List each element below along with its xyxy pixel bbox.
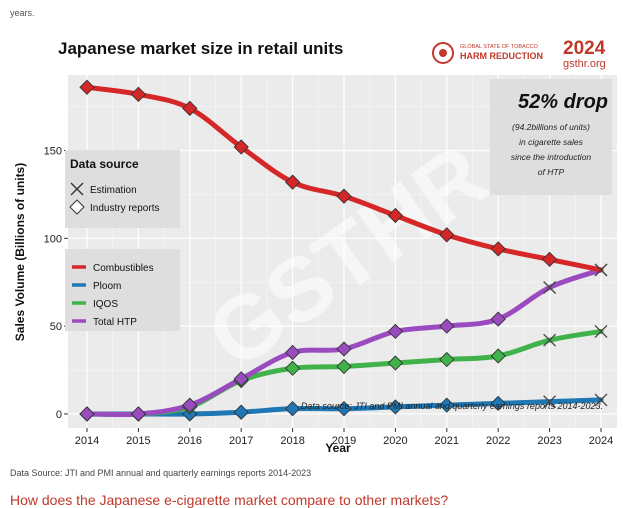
data-point-industry-report [387, 355, 404, 371]
data-point-industry-report [439, 227, 455, 243]
legend-label: Ploom [93, 281, 121, 292]
data-point-estimation [594, 263, 608, 277]
series-legend-box [65, 249, 180, 331]
data-point-estimation [594, 324, 608, 338]
data-point-industry-report [490, 395, 506, 412]
y-axis-label: Sales Volume (Billions of units) [13, 163, 27, 341]
tick-layer: 2014 2015 2016 2017 2018 2019 2020 2021 2022 2023… [44, 146, 614, 447]
diamond-icon [69, 199, 85, 215]
data-point-industry-report [439, 351, 455, 368]
data-point-estimation [594, 393, 608, 407]
marker-legend-box [65, 150, 180, 228]
data-point-industry-report [387, 207, 404, 224]
logo-site: gsthr.org [563, 58, 606, 70]
drop-annotation: 52% drop (94.2billions of units) in ciga… [490, 79, 612, 195]
x-tick-label: 2014 [75, 435, 99, 447]
annotation-line: in cigarette sales [519, 137, 584, 147]
x-tick-label: 2023 [537, 435, 561, 447]
x-tick-label: 2022 [486, 435, 510, 447]
marker-legend-label: Industry reports [90, 203, 159, 214]
legend-label: IQOS [93, 299, 118, 310]
data-point-estimation [543, 281, 557, 294]
data-point-industry-report [336, 341, 352, 357]
data-point-industry-report [284, 344, 301, 361]
logo-line2: HARM REDUCTION [460, 51, 543, 61]
series-legend: Combustibles Ploom IQOS Total HTP [65, 249, 180, 331]
marker-legend: Data source Estimation Industry reports [65, 150, 180, 228]
marker-layer [79, 79, 608, 422]
line-chart: Japanese market size in retail units GLO… [13, 38, 617, 454]
data-point-industry-report [336, 188, 352, 204]
top-caption-fragment: years. [10, 8, 35, 18]
data-point-industry-report [284, 174, 301, 190]
legend-label: Total HTP [93, 317, 137, 328]
data-point-industry-report [182, 100, 198, 117]
y-tick-label: 50 [50, 321, 62, 333]
annotation-headline: 52% drop [518, 91, 608, 113]
marker-legend-title: Data source [70, 157, 139, 171]
x-axis-label: Year [325, 441, 351, 454]
chart-figure: Japanese market size in retail units GLO… [8, 27, 620, 454]
x-tick-label: 2018 [280, 435, 304, 447]
x-tick-label: 2021 [435, 435, 459, 447]
chart-note: Data source: JTI and PMI annual and quar… [301, 401, 603, 411]
y-tick-label: 0 [56, 409, 62, 421]
data-point-industry-report [233, 139, 249, 155]
data-point-industry-report [336, 401, 352, 417]
data-point-industry-report [541, 251, 558, 268]
marker-legend-label: Estimation [90, 185, 137, 196]
annotation-line: (94.2billions of units) [512, 122, 590, 132]
data-point-industry-report [130, 406, 147, 422]
gsthr-logo: GLOBAL STATE OF TOBACCO HARM REDUCTION 2… [432, 38, 606, 70]
data-point-estimation [543, 333, 557, 347]
data-point-industry-report [387, 399, 404, 415]
chart-title: Japanese market size in retail units [58, 39, 343, 58]
x-tick-label: 2019 [332, 435, 356, 447]
logo-line1: GLOBAL STATE OF TOBACCO [460, 44, 539, 50]
source-line: Data Source: JTI and PMI annual and quar… [10, 468, 312, 478]
x-mark-icon [70, 182, 84, 196]
data-point-industry-report [439, 318, 455, 334]
y-tick-label: 150 [44, 146, 62, 158]
data-point-industry-report [387, 323, 404, 340]
data-point-estimation [543, 395, 557, 409]
x-tick-label: 2016 [178, 435, 202, 447]
data-point-industry-report [284, 360, 301, 376]
annotation-line: of HTP [538, 167, 565, 177]
data-point-industry-report [490, 311, 506, 327]
annotation-line: since the introduction [511, 152, 592, 162]
x-tick-label: 2017 [229, 435, 253, 447]
y-tick-label: 100 [44, 233, 62, 245]
x-tick-label: 2020 [383, 435, 407, 447]
data-point-industry-report [439, 397, 455, 413]
data-point-industry-report [79, 79, 95, 95]
data-point-industry-report [490, 348, 506, 364]
logo-year: 2024 [563, 38, 606, 59]
next-heading-fragment: How does the Japanese e-cigarette market… [10, 492, 449, 508]
logo-mark-center [439, 49, 447, 57]
x-tick-label: 2024 [589, 435, 613, 447]
x-tick-label: 2015 [126, 435, 150, 447]
data-point-industry-report [130, 86, 147, 102]
data-point-industry-report [490, 241, 506, 257]
logo-mark-icon [432, 42, 454, 64]
data-point-industry-report [336, 358, 352, 375]
data-point-industry-report [182, 397, 198, 413]
data-point-industry-report [233, 404, 249, 420]
data-point-industry-report [79, 406, 95, 422]
data-point-industry-report [284, 401, 301, 417]
data-point-industry-report [233, 371, 249, 387]
annotation-box [490, 79, 612, 195]
legend-label: Combustibles [93, 263, 154, 274]
